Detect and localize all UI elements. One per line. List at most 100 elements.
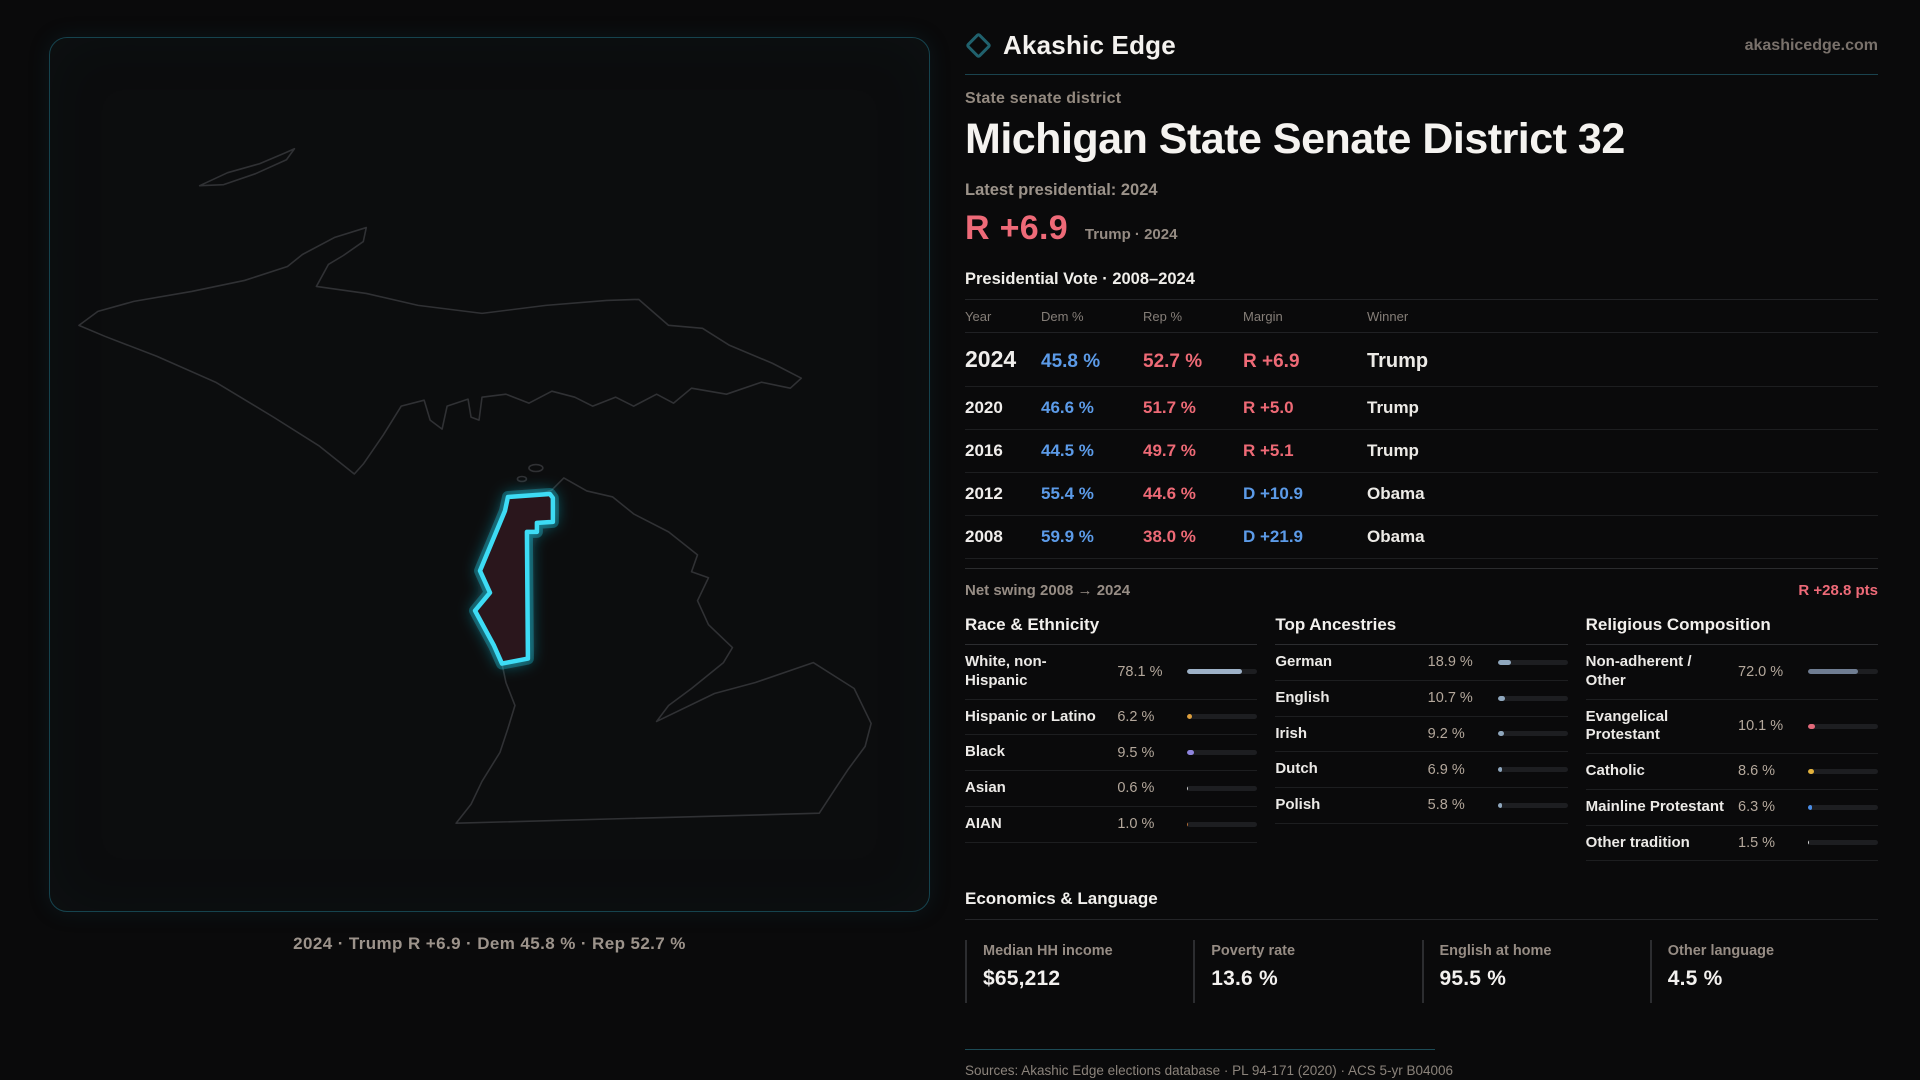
bar-track bbox=[1497, 695, 1568, 701]
cell-dem: 46.6 % bbox=[1041, 398, 1094, 417]
state-map-panel bbox=[49, 37, 930, 912]
ancestries-title: Top Ancestries bbox=[1275, 615, 1568, 645]
brand-header: Akashic Edge akashicedge.com bbox=[965, 30, 1878, 61]
diamond-icon bbox=[965, 32, 992, 59]
stat-card: Other language 4.5 % bbox=[1649, 940, 1878, 1004]
footer: Sources: Akashic Edge elections database… bbox=[965, 1049, 1878, 1080]
economics-title: Economics & Language bbox=[965, 889, 1878, 921]
item-label: AIAN bbox=[965, 814, 1002, 832]
beaver-island-outline bbox=[528, 463, 544, 473]
bar-fill bbox=[1187, 750, 1194, 756]
cell-winner: Trump bbox=[1367, 398, 1419, 417]
cell-winner: Obama bbox=[1367, 484, 1425, 503]
item-value: 9.5 % bbox=[1117, 744, 1155, 761]
bar-fill bbox=[1187, 821, 1189, 827]
cell-year: 2016 bbox=[965, 441, 1003, 460]
bar-fill bbox=[1187, 669, 1242, 675]
upper-peninsula-outline bbox=[78, 226, 803, 475]
cell-rep: 44.6 % bbox=[1143, 484, 1196, 503]
net-swing-value: R +28.8 pts bbox=[1798, 582, 1878, 599]
bar-fill bbox=[1497, 659, 1511, 665]
bar-track bbox=[1808, 768, 1878, 774]
item-label: Non-adherent / Other bbox=[1585, 653, 1692, 689]
header-divider bbox=[965, 74, 1878, 75]
ancestries-column: Top Ancestries German 18.9 % English 10.… bbox=[1275, 615, 1568, 861]
cell-year: 2008 bbox=[965, 527, 1003, 546]
list-item: AIAN 1.0 % bbox=[965, 807, 1258, 843]
kicker-label: State senate district bbox=[965, 90, 1122, 107]
economics-stats: Median HH income $65,212 Poverty rate 13… bbox=[965, 940, 1878, 1004]
stat-label: English at home bbox=[1439, 943, 1552, 960]
cell-winner: Trump bbox=[1367, 350, 1429, 372]
stat-card: Poverty rate 13.6 % bbox=[1193, 940, 1421, 1004]
bar-track bbox=[1497, 659, 1568, 665]
cell-margin: D +21.9 bbox=[1243, 527, 1304, 546]
stat-value: 95.5 % bbox=[1439, 967, 1507, 991]
vote-table-title: Presidential Vote · 2008–2024 bbox=[965, 270, 1878, 300]
footer-divider bbox=[965, 1049, 1435, 1051]
item-label: Black bbox=[965, 743, 1006, 761]
cell-year: 2020 bbox=[965, 398, 1003, 417]
stat-card: Median HH income $65,212 bbox=[965, 940, 1193, 1004]
bar-fill bbox=[1808, 804, 1813, 810]
item-label: Catholic bbox=[1585, 762, 1645, 779]
item-label: Other tradition bbox=[1585, 833, 1690, 851]
list-item: Evangelical Protestant 10.1 % bbox=[1585, 700, 1878, 754]
table-header-row: Year Dem % Rep % Margin Winner bbox=[965, 300, 1878, 333]
map-caption: 2024 · Trump R +6.9 · Dem 45.8 % · Rep 5… bbox=[293, 934, 686, 953]
list-item: Dutch 6.9 % bbox=[1275, 752, 1568, 788]
bar-track bbox=[1187, 785, 1258, 791]
small-island-outline bbox=[516, 475, 528, 483]
stat-value: 4.5 % bbox=[1667, 967, 1723, 991]
headline-margin: R +6.9 bbox=[965, 209, 1068, 247]
isle-royale-outline bbox=[198, 147, 296, 187]
item-label: White, non-Hispanic bbox=[965, 653, 1047, 689]
bar-fill bbox=[1187, 714, 1192, 720]
list-item: English 10.7 % bbox=[1275, 681, 1568, 717]
stat-label: Median HH income bbox=[983, 943, 1113, 960]
table-row: 2020 46.6 % 51.7 % R +5.0 Trump bbox=[965, 387, 1878, 430]
race-title: Race & Ethnicity bbox=[965, 615, 1258, 645]
table-row: 2012 55.4 % 44.6 % D +10.9 Obama bbox=[965, 473, 1878, 516]
stat-value: $65,212 bbox=[983, 967, 1061, 991]
table-row: 2008 59.9 % 38.0 % D +21.9 Obama bbox=[965, 516, 1878, 559]
district-32-shape[interactable] bbox=[472, 491, 556, 666]
michigan-map bbox=[78, 147, 872, 824]
bar-fill bbox=[1808, 768, 1815, 774]
cell-rep: 49.7 % bbox=[1143, 441, 1196, 460]
brand-name: Akashic Edge bbox=[1003, 30, 1176, 60]
cell-margin: R +5.0 bbox=[1243, 398, 1294, 417]
item-value: 9.2 % bbox=[1427, 725, 1465, 742]
religion-column: Religious Composition Non-adherent / Oth… bbox=[1585, 615, 1878, 862]
bar-track bbox=[1497, 731, 1568, 737]
list-item: White, non-Hispanic 78.1 % bbox=[965, 645, 1258, 700]
sources-text: Sources: Akashic Edge elections database… bbox=[965, 1063, 1454, 1079]
site-link[interactable]: akashicedge.com bbox=[1744, 36, 1878, 54]
cell-winner: Obama bbox=[1367, 527, 1425, 546]
list-item: Non-adherent / Other 72.0 % bbox=[1585, 645, 1878, 700]
bar-track bbox=[1808, 669, 1878, 675]
item-value: 72.0 % bbox=[1738, 663, 1784, 680]
bar-track bbox=[1187, 714, 1258, 720]
item-label: English bbox=[1275, 688, 1330, 706]
item-value: 1.5 % bbox=[1738, 834, 1776, 851]
item-label: Polish bbox=[1275, 796, 1321, 813]
cell-dem: 44.5 % bbox=[1041, 441, 1094, 460]
religion-title: Religious Composition bbox=[1585, 615, 1878, 645]
cell-winner: Trump bbox=[1367, 441, 1419, 460]
item-label: Irish bbox=[1275, 724, 1308, 742]
cell-margin: R +6.9 bbox=[1243, 351, 1300, 372]
cell-rep: 51.7 % bbox=[1143, 398, 1196, 417]
stat-label: Other language bbox=[1667, 943, 1775, 960]
bar-track bbox=[1808, 840, 1878, 846]
item-value: 78.1 % bbox=[1117, 663, 1163, 680]
col-dem: Dem % bbox=[1041, 309, 1084, 324]
item-label: German bbox=[1275, 653, 1333, 670]
economics-section: Economics & Language Median HH income $6… bbox=[965, 889, 1878, 1004]
bar-track bbox=[1808, 723, 1878, 729]
item-value: 6.3 % bbox=[1738, 799, 1776, 816]
col-rep: Rep % bbox=[1143, 309, 1183, 324]
item-label: Evangelical Protestant bbox=[1585, 707, 1669, 744]
presidential-vote-table: Year Dem % Rep % Margin Winner 2024 45.8… bbox=[965, 300, 1878, 559]
